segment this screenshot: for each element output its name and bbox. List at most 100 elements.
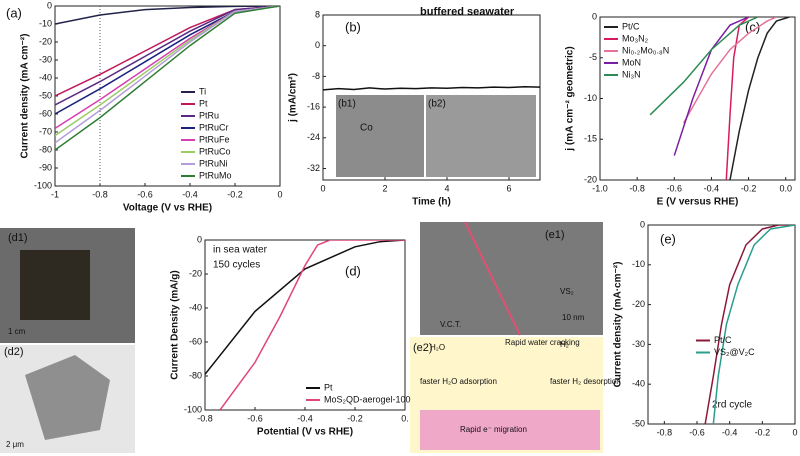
x-tick-label: 4 <box>444 183 449 193</box>
y-tick-label: 0 <box>315 40 320 50</box>
image-text: faster H₂O adsorption <box>420 377 497 386</box>
x-tick-label: -0.2 <box>227 189 243 199</box>
image-label: (d1) <box>8 232 28 244</box>
image-label: (e1) <box>545 229 565 241</box>
y-tick-label: -5 <box>589 52 597 62</box>
legend-label: Pt/C <box>714 335 732 345</box>
legend-label: MoN <box>622 57 641 67</box>
legend-label: PtRuCr <box>199 122 229 132</box>
x-tick-label: -1 <box>51 189 59 199</box>
y-tick-label: -8 <box>312 71 320 81</box>
image-text: Rapid water cracking <box>505 338 580 347</box>
x-tick-label: 0 <box>277 189 282 199</box>
chart-title: buffered seawater <box>420 6 515 18</box>
y-tick-label: -40 <box>189 302 202 312</box>
flake <box>25 355 110 440</box>
legend-label: PtRuFe <box>199 134 230 144</box>
legend-label: PtRuCo <box>199 146 231 156</box>
x-axis-label: Potential (V vs RHE) <box>257 427 353 438</box>
image-text: H₂O <box>430 343 445 352</box>
y-axis-label: j (mA/cm²) <box>288 73 299 123</box>
series-line <box>323 86 540 91</box>
annotation: 2rd cycle <box>712 400 752 411</box>
x-tick-label: -0.6 <box>667 183 683 193</box>
y-tick-label: -60 <box>39 108 52 118</box>
y-tick-label: -100 <box>184 404 202 414</box>
annotation: (b1) <box>338 99 356 110</box>
x-tick-label: -0.8 <box>629 183 645 193</box>
x-tick-label: -0.2 <box>741 183 757 193</box>
x-tick-label: 0 <box>792 427 797 437</box>
y-tick-label: -15 <box>584 134 597 144</box>
series-line <box>55 6 280 151</box>
y-tick-label: -20 <box>584 174 597 184</box>
legend-label: PtRuMo <box>199 170 232 180</box>
y-tick-label: -32 <box>307 163 320 173</box>
y-tick-label: -16 <box>307 101 320 111</box>
x-tick-label: -0.6 <box>689 427 705 437</box>
legend-label: Ti <box>199 86 206 96</box>
series-line <box>55 6 280 97</box>
panel-label: (b) <box>345 19 361 34</box>
x-tick-label: -0.8 <box>657 427 673 437</box>
image-text: V.C.T. <box>440 320 461 329</box>
image-text: faster H₂ desorption <box>550 377 621 386</box>
legend-label: Ni₀.₂Mo₀.₈N <box>622 45 669 55</box>
y-tick-label: -90 <box>39 162 52 172</box>
y-tick-label: -10 <box>632 259 645 269</box>
y-tick-label: 0 <box>640 219 645 229</box>
x-tick-label: -1.0 <box>592 183 608 193</box>
panel-label: (e) <box>660 231 676 246</box>
panel-label: (a) <box>6 5 22 20</box>
legend-label: PtRu <box>199 110 219 120</box>
x-tick-label: -0.8 <box>92 189 108 199</box>
x-axis-label: Time (h) <box>412 197 451 208</box>
legend-label: Mo₃N₂ <box>622 33 649 43</box>
series-line <box>649 17 759 116</box>
series-line <box>725 17 750 180</box>
legend-label: VS₂@V₂C <box>714 347 755 357</box>
boundary <box>464 221 521 336</box>
y-tick-label: -50 <box>632 418 645 428</box>
y-tick-label: -80 <box>189 370 202 380</box>
y-tick-label: 0 <box>592 11 597 21</box>
image-text: 2 μm <box>6 440 24 449</box>
series-line <box>55 6 280 25</box>
layer <box>420 410 600 450</box>
y-axis-label: j (mA cm⁻² geometric) <box>565 46 576 151</box>
inset-b2 <box>426 95 536 177</box>
y-tick-label: -10 <box>584 93 597 103</box>
y-tick-label: -60 <box>189 336 202 346</box>
panel-label: (c) <box>745 19 760 34</box>
x-axis-label: Voltage (V vs RHE) <box>123 203 212 214</box>
legend-label: Pt/C <box>622 21 640 31</box>
series-line <box>55 6 280 137</box>
y-tick-label: -40 <box>39 72 52 82</box>
x-tick-label: 2 <box>382 183 387 193</box>
x-tick-label: -0.6 <box>137 189 153 199</box>
annotation: in sea water <box>213 245 268 256</box>
plot-frame <box>54 5 281 187</box>
y-tick-label: 8 <box>315 9 320 19</box>
legend-label: Pt <box>324 382 333 392</box>
x-tick-label: -0.8 <box>197 413 213 423</box>
y-tick-label: -20 <box>39 36 52 46</box>
inset-b1 <box>336 95 424 177</box>
image-text: 10 nm <box>562 313 585 322</box>
series-line <box>682 17 777 124</box>
y-tick-label: -30 <box>39 54 52 64</box>
y-tick-label: -70 <box>39 126 52 136</box>
x-tick-label: -0.2 <box>755 427 771 437</box>
series-line <box>712 225 795 424</box>
image-text: Rapid e⁻ migration <box>460 425 527 434</box>
x-tick-label: 6 <box>506 183 511 193</box>
panel-label: (d) <box>345 263 361 278</box>
x-tick-label: -0.4 <box>297 413 313 423</box>
y-tick-label: -20 <box>632 299 645 309</box>
x-tick-label: -0.6 <box>247 413 263 423</box>
image-label: (d2) <box>4 346 24 358</box>
x-axis-label: E (V versus RHE) <box>657 197 739 208</box>
image-text: VS₂ <box>560 287 574 296</box>
y-tick-label: -24 <box>307 132 320 142</box>
x-tick-label: -0.4 <box>182 189 198 199</box>
